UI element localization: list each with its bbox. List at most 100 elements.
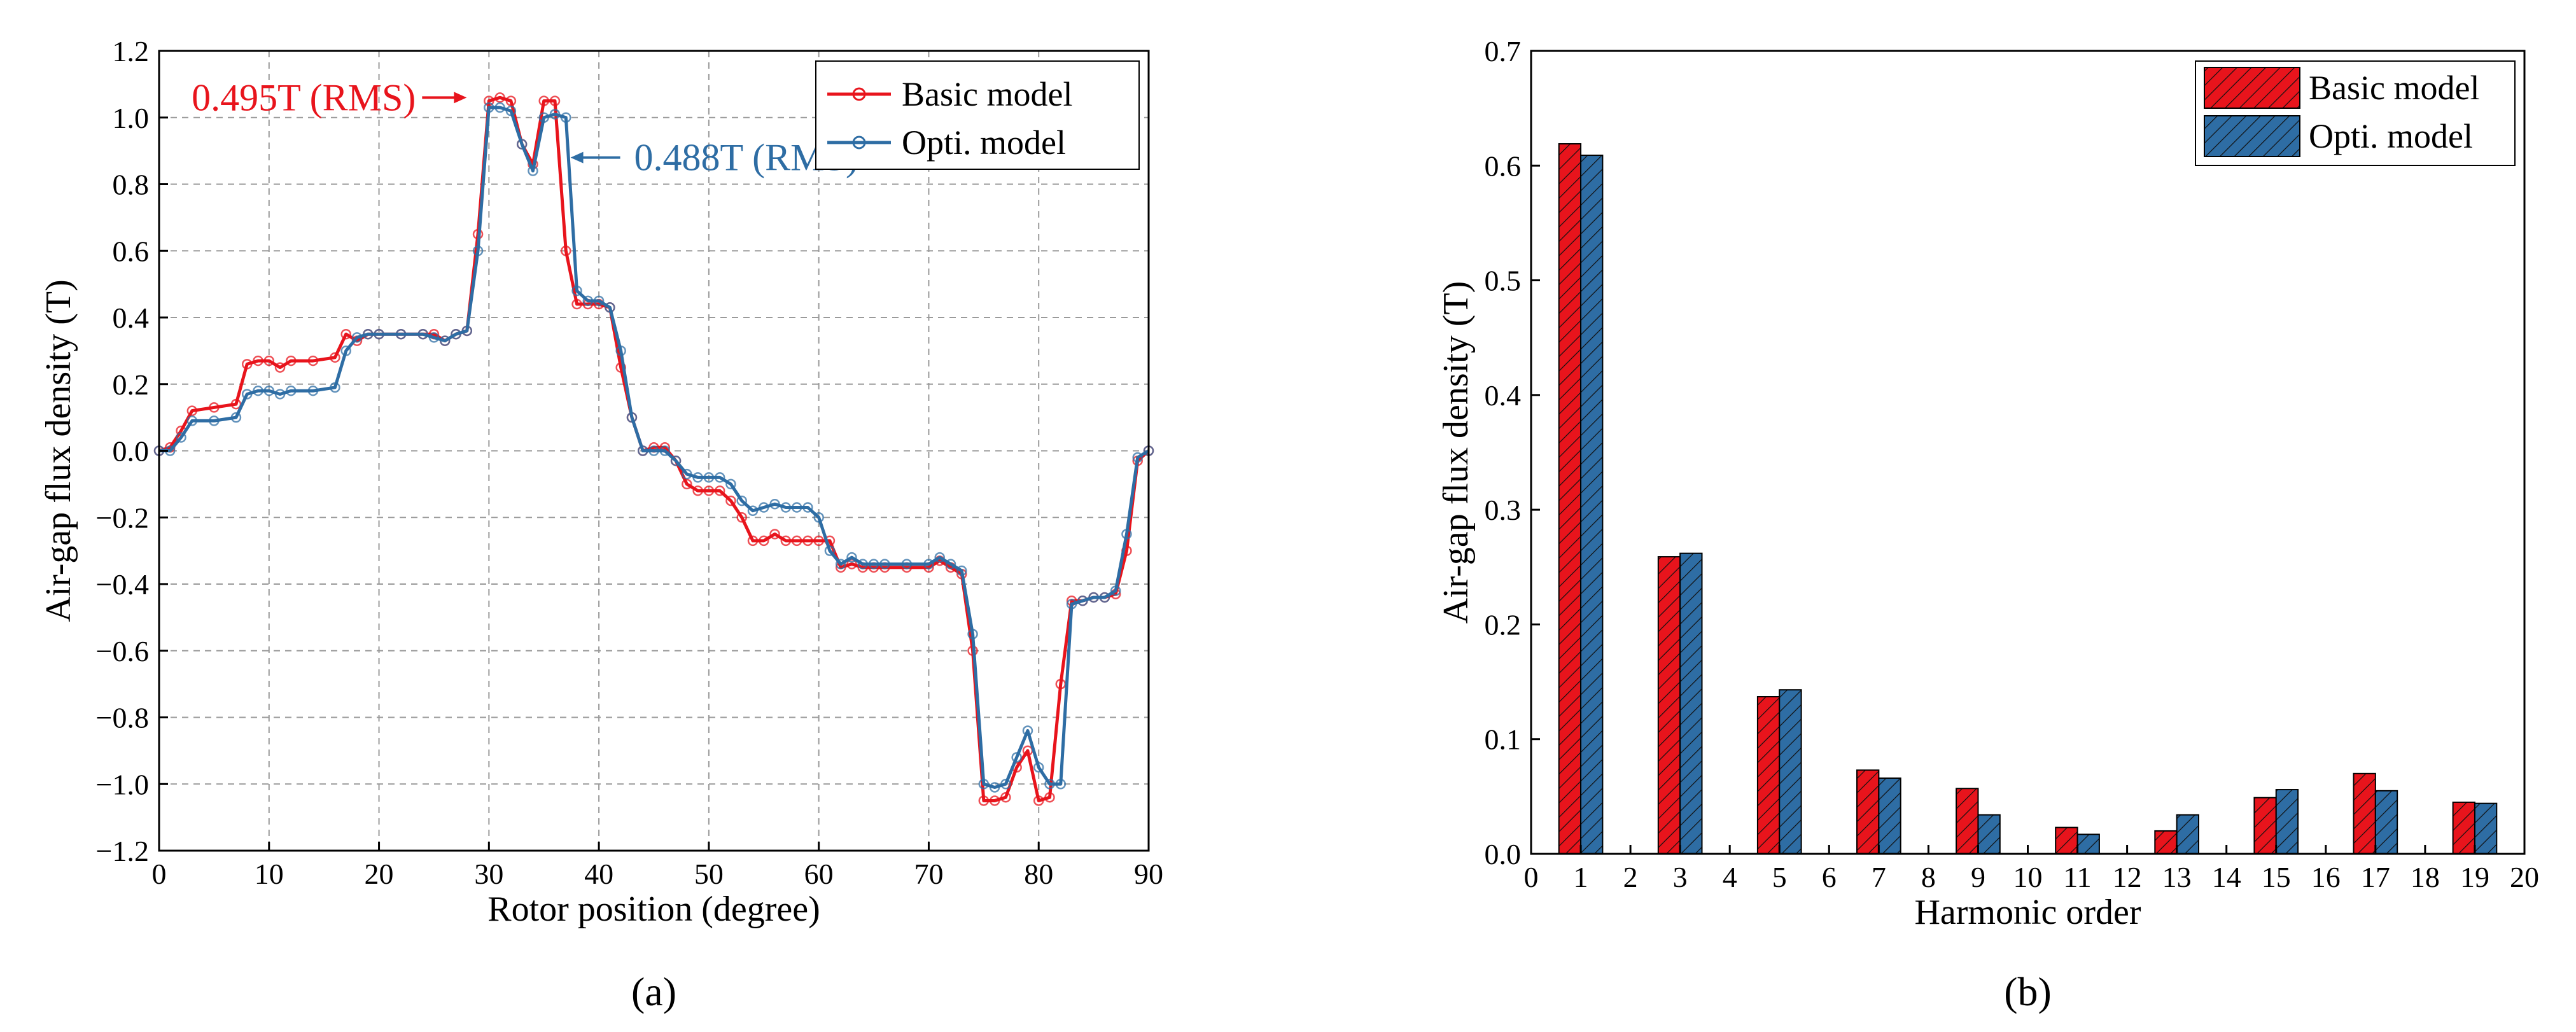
y-tick-label: 1.0 [113,102,150,134]
data-point [571,285,582,296]
data-point [813,512,824,523]
y-tick-label: −1.0 [96,768,149,800]
x-tick-label: 3 [1673,861,1688,893]
data-point [307,385,319,396]
x-tick-label: 5 [1772,861,1787,893]
data-point [736,495,747,506]
y-tick-label: −0.6 [96,635,149,667]
x-tick-label: 16 [2311,861,2341,893]
data-point [340,328,351,340]
bar-h19-basic [2452,801,2475,855]
data-point [538,112,549,123]
data-point [428,332,440,343]
data-point [637,445,648,456]
data-point [286,355,297,366]
bar-h17-opti [2374,790,2398,855]
data-point [857,559,869,569]
legend-label: Basic model [2309,69,2479,107]
bar-h11-basic [2055,826,2078,855]
bar-h1-opti [1580,155,1604,854]
data-point [505,106,517,116]
series-line [158,95,1150,802]
data-point [461,325,473,337]
bar-h7-opti [1878,777,1901,855]
y-tick-label: 0.5 [1485,265,1522,297]
chart-a-legend: Basic model Opti. model [815,60,1140,170]
data-point [846,559,857,569]
y-tick-label: 0.2 [1485,608,1522,641]
y-tick-label: 0.6 [1485,150,1522,182]
x-tick-label: 12 [2113,861,2142,893]
x-tick-label: 4 [1723,861,1737,893]
legend-item-opti-model: Opti. model [2204,115,2473,157]
data-point [417,328,428,340]
chart-a-x-axis-label: Rotor position (degree) [487,889,820,929]
data-point [659,445,671,456]
data-point [759,535,769,547]
data-point [1132,452,1143,463]
data-point [1000,791,1011,803]
data-point [395,328,407,340]
data-point [253,355,263,366]
x-tick-label: 7 [1872,861,1886,893]
x-tick-label: 60 [804,858,834,890]
data-point [879,559,890,569]
data-point [934,552,945,563]
bar-h11-opti [2076,833,2100,855]
x-tick-label: 9 [1971,861,1985,893]
data-point [451,328,461,340]
data-point [769,499,780,510]
data-point [209,415,220,426]
data-point [263,385,275,396]
data-point [286,385,297,396]
y-tick-label: 0.4 [113,302,150,334]
data-point [549,109,561,120]
data-point [209,402,220,413]
data-point [374,328,384,340]
data-point [703,485,715,496]
y-tick-label: 0.1 [1485,723,1522,756]
data-point [1099,592,1110,603]
y-tick-label: −1.2 [96,835,149,867]
data-point [978,779,990,790]
data-point [682,468,692,480]
data-point [516,139,528,150]
y-tick-label: −0.4 [96,568,149,601]
data-point [813,535,824,547]
data-point [363,328,374,340]
chart-b: 0 1 2 3 4 5 6 7 8 9 10 11 12 13 14 15 16 17 18 19 200.00.10.… [1436,35,2539,1014]
data-point [505,95,517,106]
bar-h9-basic [1956,788,1979,855]
x-tick-label: 19 [2460,861,2489,893]
annotation-arrowhead [570,151,584,164]
x-tick-label: 2 [1623,861,1638,893]
legend-swatch [2204,115,2300,157]
y-tick-label: 0.2 [113,368,150,401]
y-tick-label: 0.4 [1485,379,1522,412]
data-point [494,92,505,103]
data-point [725,495,736,506]
annotation-basic-rms: 0.495T (RMS) [192,76,416,118]
legend-label: Basic model [902,75,1072,113]
legend-item-basic-model: Basic model [827,75,1072,113]
data-point [648,445,659,456]
x-tick-label: 1 [1574,861,1588,893]
data-point [769,529,780,540]
data-point [725,478,736,490]
panel-label-b: (b) [2004,969,2052,1014]
data-point [1077,595,1088,606]
bar-h7-basic [1856,769,1880,855]
data-point [1121,529,1132,540]
data-point [263,355,275,366]
data-point [682,478,692,490]
data-point [989,782,1000,793]
x-tick-label: 20 [365,858,394,890]
x-tick-label: 15 [2262,861,2291,893]
data-point [956,565,967,576]
bar-h5-basic [1756,696,1781,854]
bar-h1-basic [1558,143,1582,855]
data-point [484,102,494,113]
legend-marker [852,136,866,150]
data-point [692,472,703,483]
